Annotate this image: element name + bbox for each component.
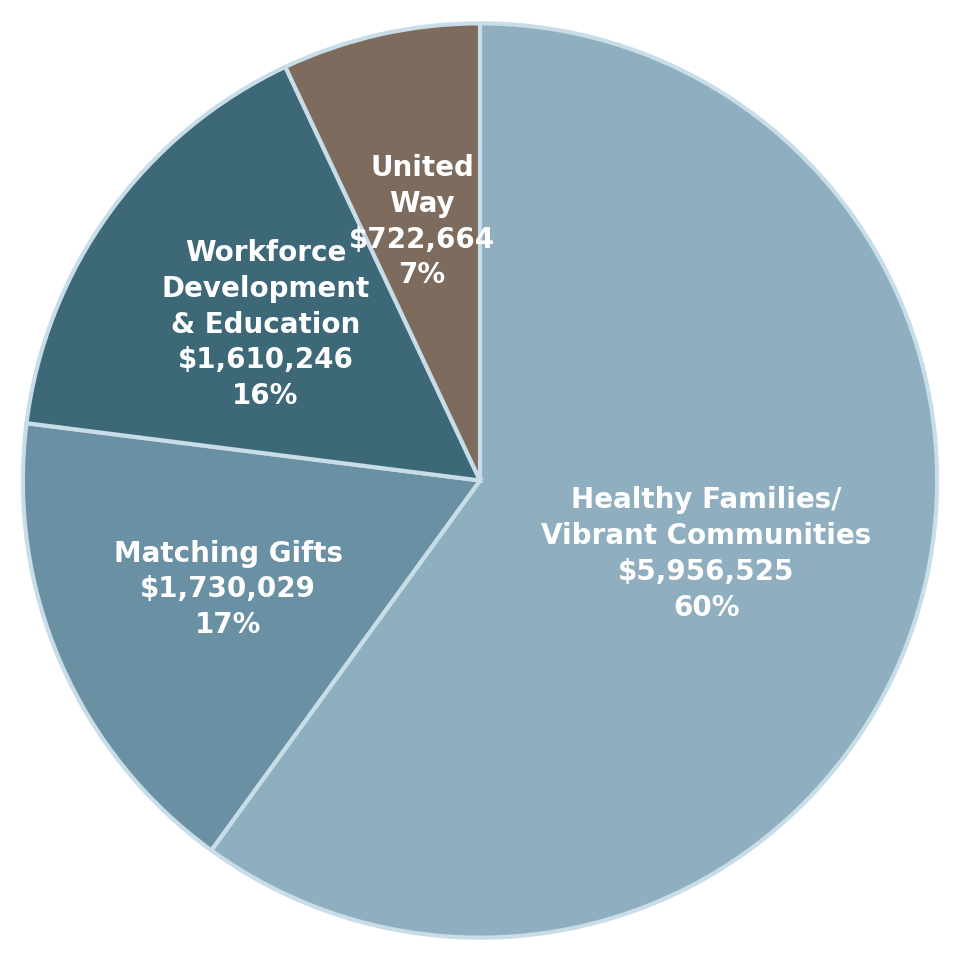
Wedge shape (23, 423, 480, 850)
Text: Healthy Families/
Vibrant Communities
$5,956,525
60%: Healthy Families/ Vibrant Communities $5… (540, 486, 872, 622)
Wedge shape (211, 23, 937, 938)
Wedge shape (285, 23, 480, 480)
Text: Workforce
Development
& Education
$1,610,246
16%: Workforce Development & Education $1,610… (161, 239, 370, 410)
Text: Matching Gifts
$1,730,029
17%: Matching Gifts $1,730,029 17% (114, 540, 343, 639)
Wedge shape (27, 67, 480, 480)
Text: United
Way
$722,664
7%: United Way $722,664 7% (349, 154, 495, 289)
